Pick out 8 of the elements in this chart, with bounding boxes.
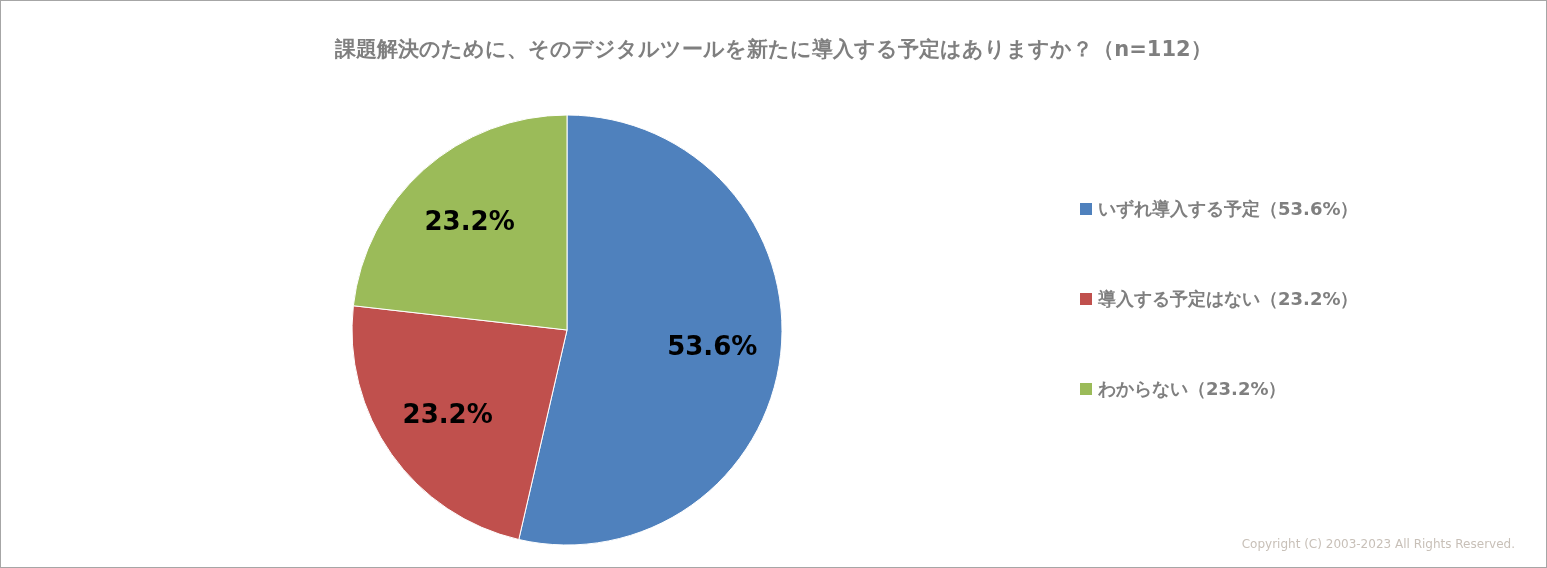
chart-title: 課題解決のために、そのデジタルツールを新たに導入する予定はありますか？（n=112）: [334, 37, 1212, 61]
data-label: 23.2%: [424, 205, 515, 236]
legend-label: わからない（23.2%）: [1097, 378, 1287, 399]
data-label: 23.2%: [402, 399, 493, 430]
text: Copyright (C) 2003-2023 All Rights Reserved.: [1241, 537, 1515, 551]
legend-label: いずれ導入する予定（53.6%）: [1098, 198, 1359, 220]
legend-label: 導入する予定はない（23.2%）: [1097, 288, 1359, 309]
data-label: 53.6%: [667, 331, 758, 362]
